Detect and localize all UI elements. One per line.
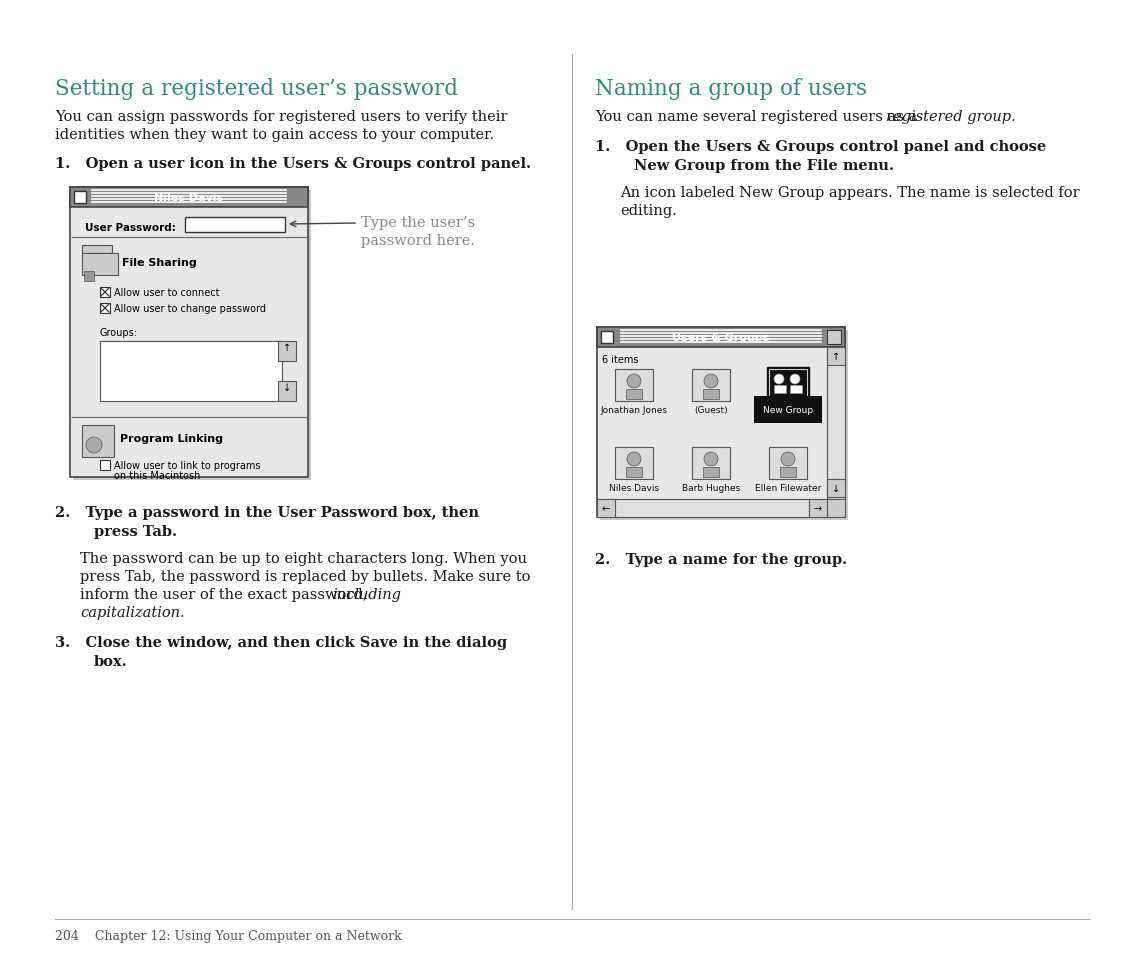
Bar [827,331,840,345]
Text: inform the user of the exact password,: inform the user of the exact password, [80,587,372,601]
Circle shape [774,375,784,385]
Bar [780,468,796,477]
Text: ←: ← [602,503,610,514]
Text: 1.   Open a user icon in the Users & Groups control panel.: 1. Open a user icon in the Users & Group… [55,157,531,171]
Text: New Group: New Group [763,406,813,415]
Bar [827,499,845,517]
Text: 2.   Type a name for the group.: 2. Type a name for the group. [595,553,847,566]
Bar [692,370,731,401]
Text: including: including [332,587,401,601]
Text: press Tab, the password is replaced by bullets. Make sure to: press Tab, the password is replaced by b… [80,569,530,583]
Circle shape [627,453,641,467]
Text: An icon labeled New Group appears. The name is selected for: An icon labeled New Group appears. The n… [619,186,1080,200]
Text: You can assign passwords for registered users to verify their: You can assign passwords for registered … [55,110,507,124]
Text: You can name several registered users as a: You can name several registered users as… [595,110,922,124]
Bar [82,253,118,275]
Text: password here.: password here. [361,233,475,248]
Bar [278,341,297,361]
Text: Jonathan Jones: Jonathan Jones [600,406,668,415]
Bar [626,390,642,399]
Bar [703,390,719,399]
Text: Allow user to change password: Allow user to change password [114,304,266,314]
Text: →: → [814,503,822,514]
Bar [100,288,110,297]
Bar [73,191,311,480]
Circle shape [781,453,795,467]
Circle shape [790,375,800,385]
Text: Niles Davis: Niles Davis [155,193,223,203]
Bar [70,188,308,208]
Text: Type the user’s: Type the user’s [361,215,475,230]
Bar [84,272,94,282]
Circle shape [704,375,718,389]
Text: File Sharing: File Sharing [123,257,197,268]
Text: ↓: ↓ [832,483,840,494]
Bar [774,386,785,394]
Text: Setting a registered user’s password: Setting a registered user’s password [55,78,458,100]
Text: 204    Chapter 12: Using Your Computer on a Network: 204 Chapter 12: Using Your Computer on a… [55,929,402,942]
Bar [100,460,110,471]
Bar [74,192,86,204]
Bar [790,386,802,394]
Bar [827,479,845,497]
Bar [692,448,731,479]
Text: 3.   Close the window, and then click Save in the dialog: 3. Close the window, and then click Save… [55,636,507,649]
Text: Users & Groups: Users & Groups [672,333,769,343]
Bar [769,370,807,401]
Bar [82,426,114,457]
Bar [185,218,285,233]
Bar [703,468,719,477]
Text: editing.: editing. [619,204,677,218]
Text: Naming a group of users: Naming a group of users [595,78,867,100]
Text: 6 items: 6 items [602,355,639,365]
Bar [82,246,112,253]
Text: ↑: ↑ [283,343,291,353]
Text: on this Macintosh: on this Macintosh [114,471,200,480]
Bar [810,499,827,517]
Text: capitalization.: capitalization. [80,605,184,619]
Text: 2.   Type a password in the User Password box, then: 2. Type a password in the User Password … [55,505,479,519]
Bar [601,332,613,344]
Text: Ellen Filewater: Ellen Filewater [755,483,821,493]
Bar [278,381,297,401]
Text: box.: box. [94,655,127,668]
Text: (Guest): (Guest) [694,406,728,415]
Bar [597,328,845,348]
Bar [626,468,642,477]
Bar [597,499,615,517]
Bar [827,348,845,499]
Circle shape [86,437,102,454]
Bar [615,370,653,401]
Text: The password can be up to eight characters long. When you: The password can be up to eight characte… [80,552,527,565]
Text: Program Linking: Program Linking [120,434,223,443]
Text: New Group from the File menu.: New Group from the File menu. [634,159,894,172]
Text: ↑: ↑ [832,352,840,361]
Bar [100,341,282,401]
Text: Niles Davis: Niles Davis [609,483,660,493]
Text: Allow user to connect: Allow user to connect [114,288,220,297]
Text: Allow user to link to programs: Allow user to link to programs [114,460,261,471]
Bar [597,328,845,517]
Text: Barb Hughes: Barb Hughes [682,483,740,493]
Text: 1.   Open the Users & Groups control panel and choose: 1. Open the Users & Groups control panel… [595,140,1047,153]
Bar [70,188,308,477]
Text: identities when they want to gain access to your computer.: identities when they want to gain access… [55,128,495,142]
Bar [767,368,810,403]
Text: ↓: ↓ [283,382,291,393]
Circle shape [704,453,718,467]
Bar [597,499,810,517]
Text: User Password:: User Password: [85,223,176,233]
Bar [769,448,807,479]
Text: press Tab.: press Tab. [94,524,177,538]
Circle shape [627,375,641,389]
Bar [100,304,110,314]
Bar [827,348,845,366]
Bar [600,331,848,520]
Text: registered group.: registered group. [886,110,1016,124]
Bar [615,448,653,479]
Text: Groups:: Groups: [100,328,139,337]
